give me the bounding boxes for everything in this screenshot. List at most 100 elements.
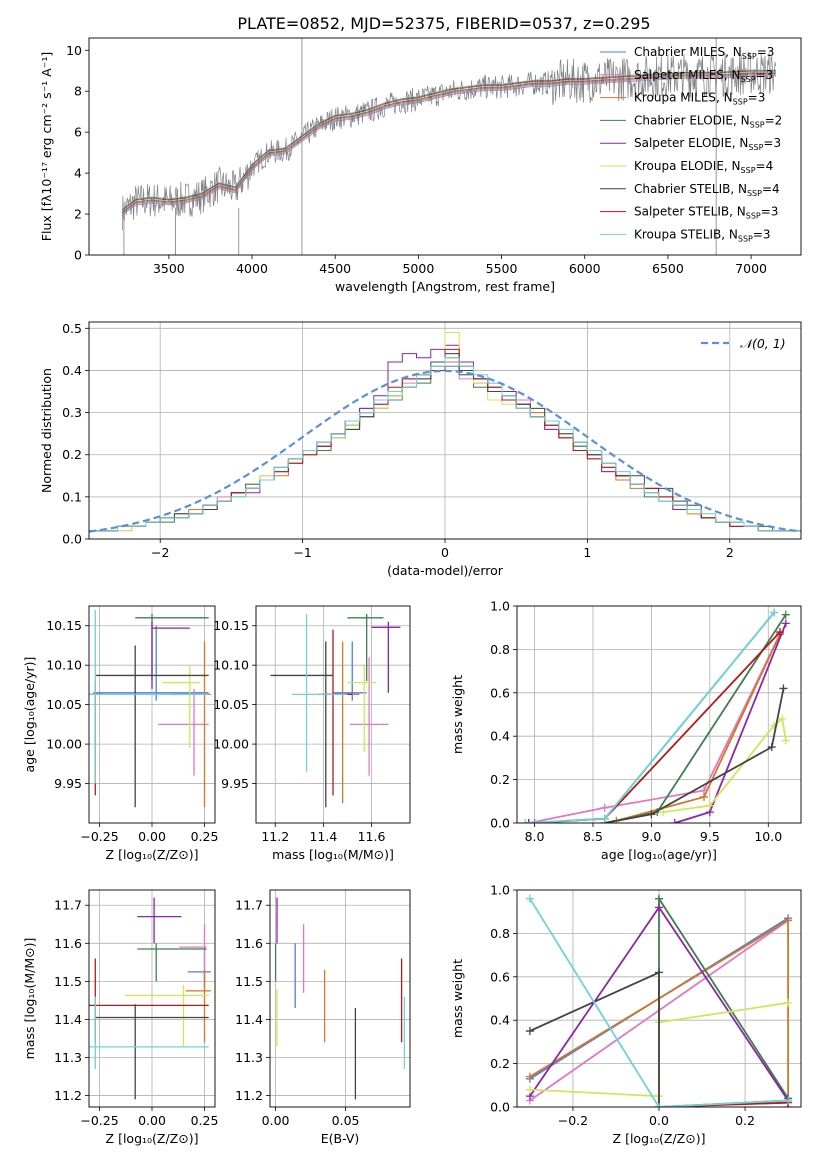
weight-marker	[781, 619, 790, 628]
weight-marker	[705, 801, 714, 810]
y-tick-label: 10.00	[46, 737, 82, 752]
errorbar-point	[95, 1004, 209, 1100]
errorbar-point	[89, 958, 209, 1043]
x-tick-label: 0.25	[191, 1113, 219, 1128]
x-tick-label: 0.00	[138, 1113, 166, 1128]
x-tick-label: 6000	[569, 261, 601, 276]
x-axis-label: Z [log₁₀(Z/Z⊙)]	[106, 847, 199, 862]
residual-histogram	[89, 357, 801, 532]
normal-curve	[89, 369, 801, 533]
legend-subscript: SSP	[733, 98, 748, 107]
x-tick-label: 11.4	[309, 829, 337, 844]
weight-line	[604, 688, 785, 823]
errorbar-point	[89, 609, 209, 784]
y-tick-label: 11.5	[235, 974, 263, 989]
errorbar-point	[347, 613, 384, 681]
weight-marker	[521, 819, 530, 823]
legend-count: =2	[765, 113, 783, 127]
y-tick-label: 9.95	[54, 776, 82, 791]
model-spectrum-line	[122, 74, 776, 214]
x-axis-label: age [log₁₀(age/yr)]	[601, 847, 717, 862]
y-tick-label: 2	[74, 207, 82, 222]
y-tick-label: 0.4	[62, 363, 82, 378]
y-tick-label: 11.7	[54, 898, 82, 913]
axes-frame	[88, 889, 216, 1108]
plot-area	[525, 894, 793, 1107]
y-axis-label: mass weight	[450, 675, 465, 754]
weight-marker	[779, 684, 788, 693]
axes-frame	[269, 889, 411, 1108]
x-tick-label: 2	[726, 545, 734, 560]
weight-line	[528, 633, 781, 823]
y-tick-label: 0.1	[62, 489, 82, 504]
errorbar-point	[333, 641, 367, 701]
panel-residuals: −2 −1 0 1 2 0.0 0.1 0.2 0.3 0.4 0.5 (data-model)/er…	[39, 321, 802, 578]
legend-count: =3	[763, 136, 781, 150]
x-tick-label: 0.05	[332, 1113, 360, 1128]
y-tick-label: 0	[74, 248, 82, 263]
panel-weight-vs-age: 8.0 8.5 9.0 9.5 10.0 0.0 0.2 0.4 0.6 0.8 1.0 age [l…	[450, 599, 802, 862]
weight-marker	[784, 998, 793, 1007]
panel-mass-vs-EBV: 0.00 0.05 11.2 11.3 11.4 11.5 11.6 11.7 E(B-V)	[235, 889, 411, 1146]
errorbar-point	[124, 985, 209, 1047]
plot-area	[121, 38, 777, 255]
observed-spectrum	[121, 52, 777, 231]
y-tick-label: 0.2	[62, 447, 82, 462]
axes-frame	[516, 889, 802, 1108]
x-tick-label: 5000	[402, 261, 434, 276]
weight-marker	[784, 1096, 793, 1105]
panel-weight-vs-Z: −0.2 0.0 0.2 0.0 0.2 0.4 0.6 0.8 1.0 Z [log₁₀(Z/Z…	[450, 883, 802, 1146]
weight-marker	[670, 819, 679, 823]
plot-area	[89, 609, 211, 808]
model-spectrum-line	[122, 71, 776, 212]
weight-marker	[659, 808, 668, 817]
weight-line	[529, 898, 789, 1107]
x-tick-label: 9.0	[641, 829, 661, 844]
weight-marker	[600, 803, 609, 812]
figure-title: PLATE=0852, MJD=52375, FIBERID=0537, z=0…	[237, 14, 650, 33]
weight-marker	[655, 1103, 663, 1107]
legend-entry: Salpeter STELIB, NSSP=3	[634, 205, 778, 221]
x-tick-label: 0.25	[191, 829, 219, 844]
y-tick-label: 9.95	[221, 776, 249, 791]
x-tick-label: 8.0	[525, 829, 545, 844]
panel-mass-vs-Z: −0.25 0.00 0.25 11.2 11.3 11.4 11.5 11.6 11.7 Z […	[22, 889, 219, 1146]
weight-marker	[530, 819, 539, 823]
legend-entry: Salpeter ELODIE, NSSP=3	[634, 136, 781, 152]
weight-marker	[600, 814, 609, 823]
x-tick-label: −2	[151, 545, 169, 560]
legend-subscript: SSP	[741, 75, 756, 84]
weight-marker	[781, 610, 790, 619]
plot-area	[521, 608, 790, 823]
x-tick-label: 11.6	[358, 829, 386, 844]
plot-area	[274, 897, 406, 1100]
x-tick-label: 5500	[486, 261, 518, 276]
weight-marker	[525, 1085, 534, 1094]
y-tick-label: 0.0	[62, 532, 82, 547]
x-tick-label: 1	[583, 545, 591, 560]
y-tick-label: 11.2	[235, 1088, 263, 1103]
x-axis-label: wavelength [Angstrom, rest frame]	[335, 279, 555, 294]
legend-count: =3	[756, 68, 774, 82]
y-tick-label: 1.0	[490, 883, 510, 898]
model-spectrum-line	[122, 73, 776, 214]
weight-marker	[647, 810, 656, 819]
weight-marker	[767, 743, 776, 752]
legend-count: =3	[753, 227, 771, 241]
legend: Chabrier MILES, NSSP=3 Salpeter MILES, NS…	[600, 45, 782, 243]
y-axis-label: Normed distribution	[39, 368, 54, 493]
x-tick-label: −1	[293, 545, 311, 560]
x-tick-label: 7000	[735, 261, 767, 276]
legend-entry: Kroupa MILES, NSSP=3	[634, 91, 765, 107]
legend-subscript: SSP	[742, 52, 757, 61]
y-tick-label: 11.3	[235, 1050, 263, 1065]
y-axis-label: mass weight	[450, 959, 465, 1038]
plot-area	[89, 332, 801, 533]
errorbar-point	[137, 897, 182, 944]
weight-marker	[524, 819, 533, 823]
y-axis-label: age [log₁₀(age/yr)]	[22, 657, 37, 773]
x-tick-label: −0.25	[80, 1113, 118, 1128]
y-axis-label: mass [log₁₀(M/M⊙)]	[22, 938, 37, 1060]
errorbar-point	[292, 613, 348, 772]
